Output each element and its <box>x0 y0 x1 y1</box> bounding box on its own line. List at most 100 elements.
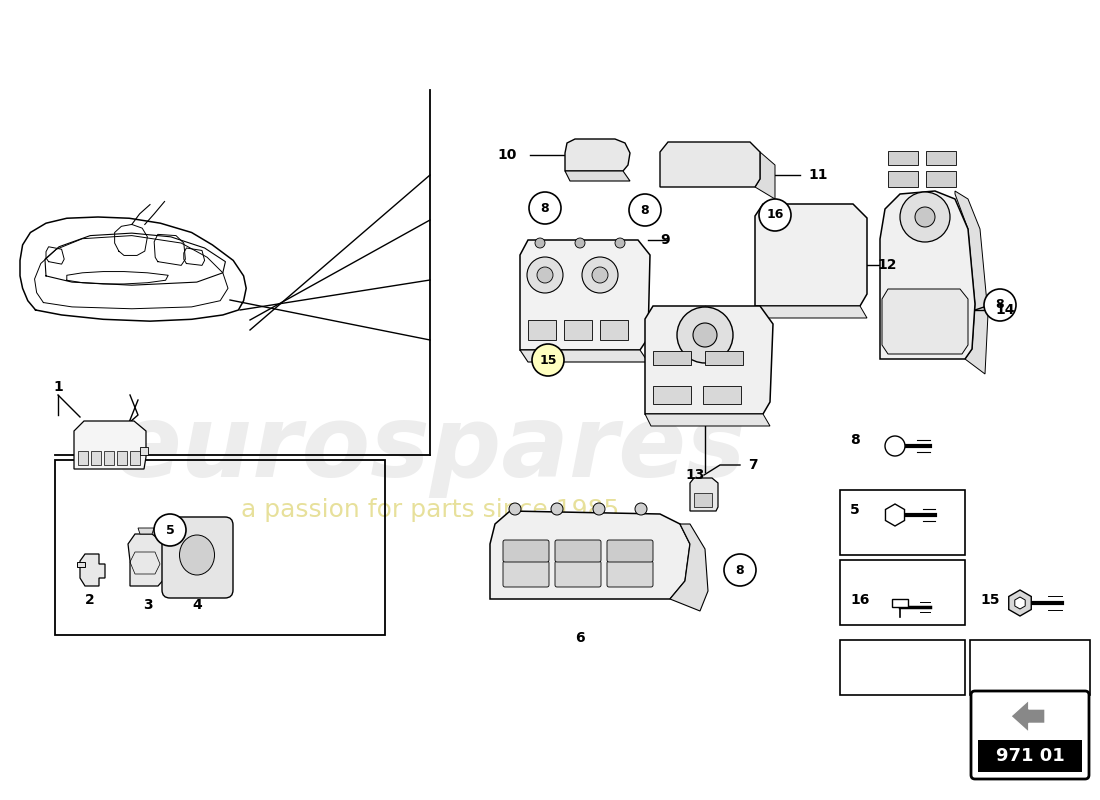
Bar <box>78 451 88 465</box>
Circle shape <box>592 267 608 283</box>
Text: 9: 9 <box>660 233 670 247</box>
Text: 10: 10 <box>497 148 517 162</box>
Bar <box>703 386 741 404</box>
Circle shape <box>509 503 521 515</box>
Text: 1: 1 <box>53 380 63 394</box>
Text: 8: 8 <box>996 298 1004 311</box>
Polygon shape <box>1009 590 1032 616</box>
Text: 12: 12 <box>877 258 896 272</box>
Circle shape <box>635 503 647 515</box>
FancyBboxPatch shape <box>503 540 549 562</box>
Text: 14: 14 <box>996 303 1014 317</box>
Polygon shape <box>645 414 770 426</box>
Bar <box>840 640 965 695</box>
Bar <box>140 447 148 455</box>
Text: 13: 13 <box>685 468 705 482</box>
Polygon shape <box>80 554 104 586</box>
Polygon shape <box>138 528 154 534</box>
Bar <box>653 351 691 365</box>
Text: 4: 4 <box>192 598 202 612</box>
Bar <box>528 320 556 340</box>
Circle shape <box>593 503 605 515</box>
Text: 15: 15 <box>980 593 1000 607</box>
Polygon shape <box>755 204 867 306</box>
Polygon shape <box>645 306 773 414</box>
Polygon shape <box>882 289 968 354</box>
Polygon shape <box>77 562 85 567</box>
Bar <box>888 151 918 165</box>
Polygon shape <box>565 139 630 171</box>
Circle shape <box>535 238 544 248</box>
Text: 16: 16 <box>767 209 783 222</box>
Text: 8: 8 <box>640 203 649 217</box>
Bar <box>653 386 691 404</box>
FancyBboxPatch shape <box>162 517 233 598</box>
Bar <box>888 171 918 187</box>
Text: 7: 7 <box>748 458 758 472</box>
FancyBboxPatch shape <box>556 540 601 562</box>
FancyBboxPatch shape <box>971 691 1089 779</box>
Bar <box>104 451 114 465</box>
Polygon shape <box>660 142 760 187</box>
Polygon shape <box>490 511 690 599</box>
Circle shape <box>724 554 756 586</box>
Text: a passion for parts since 1985: a passion for parts since 1985 <box>241 498 619 522</box>
Bar <box>926 151 956 165</box>
Bar <box>978 740 1082 772</box>
Text: 3: 3 <box>143 598 153 612</box>
Polygon shape <box>128 534 168 586</box>
Polygon shape <box>520 350 648 362</box>
Circle shape <box>529 192 561 224</box>
Polygon shape <box>755 306 867 318</box>
Bar <box>840 560 965 625</box>
Bar <box>55 460 385 635</box>
Circle shape <box>693 323 717 347</box>
Circle shape <box>551 503 563 515</box>
Polygon shape <box>955 191 988 374</box>
Polygon shape <box>755 152 775 199</box>
Text: 5: 5 <box>166 523 175 537</box>
Polygon shape <box>886 504 904 526</box>
Bar <box>694 493 712 507</box>
Bar <box>705 351 742 365</box>
Text: 15: 15 <box>539 354 557 366</box>
Bar <box>970 640 1090 695</box>
Bar <box>926 171 956 187</box>
FancyBboxPatch shape <box>556 561 601 587</box>
Circle shape <box>527 257 563 293</box>
Circle shape <box>915 207 935 227</box>
Ellipse shape <box>179 535 214 575</box>
Circle shape <box>532 344 564 376</box>
Text: 8: 8 <box>850 433 860 447</box>
Circle shape <box>759 199 791 231</box>
Circle shape <box>154 514 186 546</box>
Circle shape <box>575 238 585 248</box>
Circle shape <box>582 257 618 293</box>
Circle shape <box>886 436 905 456</box>
Bar <box>130 451 140 465</box>
Circle shape <box>629 194 661 226</box>
Circle shape <box>537 267 553 283</box>
Text: eurospares: eurospares <box>113 402 746 498</box>
Bar <box>91 451 101 465</box>
Text: 8: 8 <box>541 202 549 214</box>
Circle shape <box>615 238 625 248</box>
Bar <box>892 599 907 607</box>
Polygon shape <box>670 524 708 611</box>
Polygon shape <box>690 478 718 511</box>
Circle shape <box>984 289 1016 321</box>
Text: 2: 2 <box>85 593 95 607</box>
Text: 5: 5 <box>850 503 860 517</box>
Text: 8: 8 <box>736 563 745 577</box>
Text: 16: 16 <box>850 593 869 607</box>
FancyBboxPatch shape <box>607 561 653 587</box>
Text: 971 01: 971 01 <box>996 747 1065 765</box>
Polygon shape <box>880 191 975 359</box>
Polygon shape <box>565 171 630 181</box>
Circle shape <box>900 192 950 242</box>
Polygon shape <box>1015 597 1025 609</box>
Bar <box>600 320 628 340</box>
Bar <box>840 490 965 555</box>
FancyBboxPatch shape <box>503 561 549 587</box>
Polygon shape <box>74 421 146 469</box>
